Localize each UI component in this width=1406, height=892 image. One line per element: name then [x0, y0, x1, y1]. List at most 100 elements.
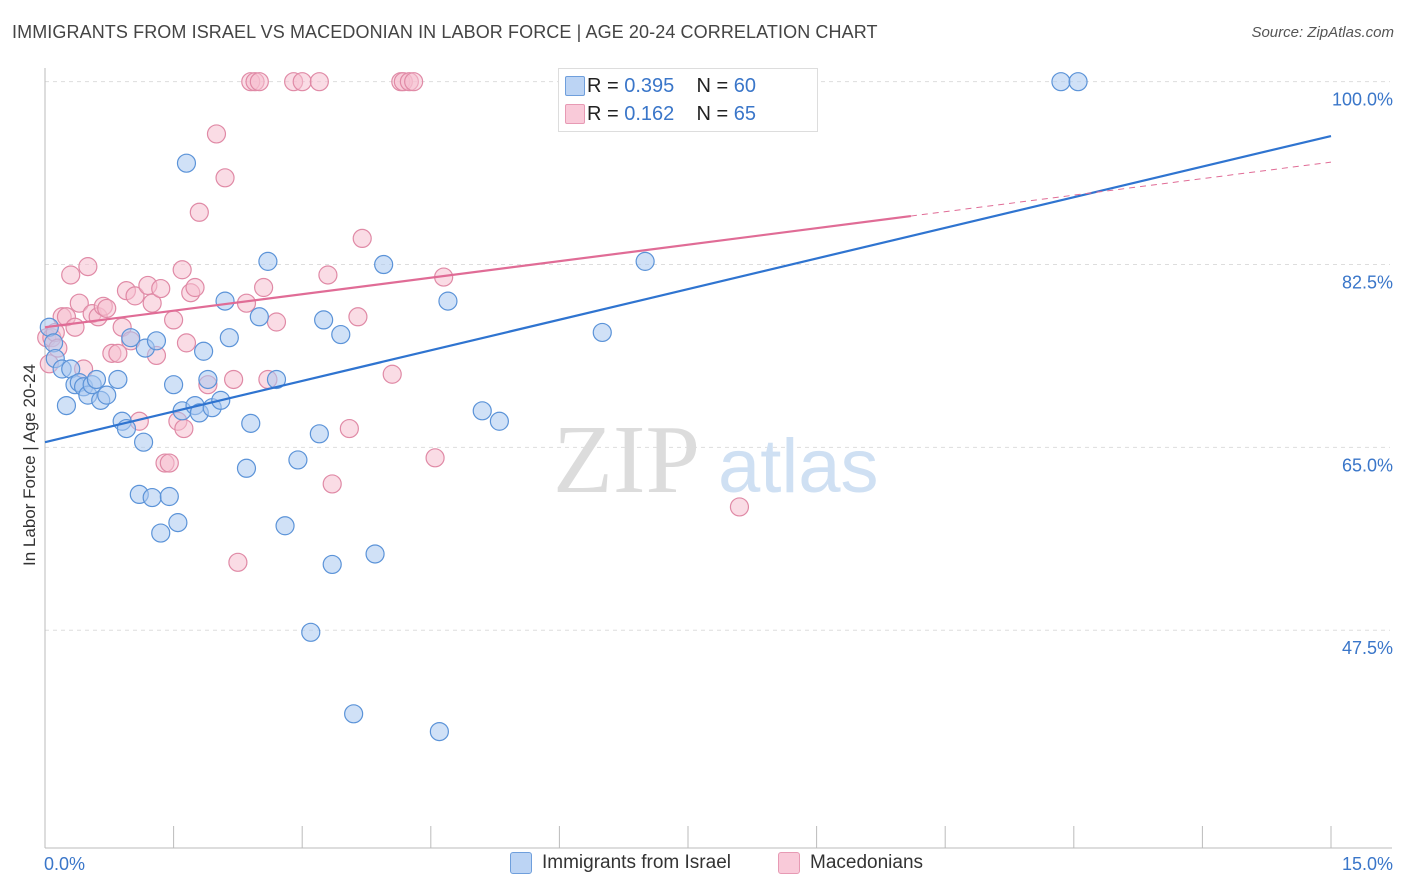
y-tick-labels: 47.5% 65.0% 82.5% 100.0%	[1332, 90, 1393, 659]
stats-row-macedonians: R = 0.162 N = 65	[565, 101, 757, 127]
point-israel	[365, 544, 385, 564]
watermark-atlas: atlas	[718, 424, 879, 509]
x-tick-labels: 0.0% 15.0%	[44, 854, 1393, 874]
point-israel	[309, 424, 329, 444]
point-macedonians	[215, 168, 235, 188]
point-israel	[374, 254, 394, 275]
point-macedonians	[69, 293, 89, 313]
y-tick-label: 47.5%	[1342, 638, 1393, 658]
point-macedonians	[425, 448, 445, 468]
point-macedonians	[348, 307, 368, 327]
point-israel	[331, 324, 351, 345]
point-israel	[164, 375, 184, 395]
swatch-macedonians	[565, 104, 585, 124]
point-israel	[142, 487, 162, 508]
point-israel	[86, 369, 107, 390]
point-macedonians	[339, 418, 359, 439]
watermark-zip: ZIP	[553, 406, 700, 514]
point-macedonians	[382, 364, 402, 384]
point-israel	[288, 450, 308, 470]
point-macedonians	[176, 333, 197, 353]
point-israel	[472, 401, 492, 421]
point-israel	[146, 331, 167, 351]
point-macedonians	[309, 72, 329, 92]
point-macedonians	[97, 298, 117, 319]
point-israel	[151, 523, 171, 543]
point-israel	[56, 395, 77, 416]
point-macedonians	[164, 310, 184, 330]
point-macedonians	[292, 72, 312, 92]
point-israel	[301, 622, 321, 642]
r-value: 0.162	[624, 102, 675, 125]
point-macedonians	[185, 277, 205, 298]
point-macedonians	[159, 453, 179, 473]
point-israel	[194, 341, 214, 361]
point-israel	[258, 251, 278, 271]
point-israel	[592, 322, 612, 343]
point-macedonians	[266, 312, 287, 332]
point-israel	[97, 385, 117, 405]
point-macedonians	[65, 317, 85, 337]
legend-label-israel: Immigrants from Israel	[542, 852, 731, 873]
point-israel	[438, 291, 458, 311]
legend-item-israel[interactable]: Immigrants from Israel	[510, 852, 731, 874]
r-label: R =	[587, 74, 619, 97]
chart-title: IMMIGRANTS FROM ISRAEL VS MACEDONIAN IN …	[12, 22, 878, 42]
stats-row-israel: R = 0.395 N = 60	[565, 73, 757, 99]
trend-line-israel	[44, 134, 1332, 444]
series-israel	[39, 72, 1088, 742]
point-macedonians	[142, 293, 162, 313]
point-macedonians	[318, 265, 338, 285]
point-israel	[429, 721, 449, 742]
point-israel	[489, 411, 509, 431]
point-israel	[236, 458, 257, 478]
y-tick-label: 82.5%	[1342, 273, 1393, 293]
point-israel	[266, 369, 287, 390]
point-israel	[108, 369, 128, 390]
point-israel	[219, 328, 239, 348]
y-tick-label: 100.0%	[1332, 90, 1393, 110]
point-macedonians	[228, 552, 248, 572]
point-israel	[176, 153, 197, 173]
point-macedonians	[254, 277, 274, 298]
point-macedonians	[404, 72, 424, 92]
n-label: N =	[696, 74, 729, 97]
point-israel	[241, 413, 261, 433]
legend-label-macedonians: Macedonians	[810, 852, 924, 873]
point-israel	[159, 486, 179, 507]
series-legend: Immigrants from Israel Macedonians	[0, 852, 1406, 878]
point-macedonians	[125, 286, 145, 306]
point-macedonians	[61, 265, 81, 285]
y-tick-label: 65.0%	[1342, 455, 1393, 475]
n-value: 60	[733, 74, 757, 97]
point-israel	[121, 328, 141, 348]
point-israel	[133, 432, 154, 452]
x-tick-label-min: 0.0%	[44, 854, 85, 874]
watermark: ZIP atlas	[553, 406, 879, 514]
stats-legend: R = 0.395 N = 60 R = 0.162 N = 65	[558, 68, 818, 132]
point-macedonians	[224, 369, 244, 390]
trend-line-macedonians	[44, 214, 912, 329]
r-value: 0.395	[624, 74, 675, 97]
legend-swatch-macedonians	[778, 852, 800, 874]
trend-lines	[44, 134, 1332, 444]
legend-item-macedonians[interactable]: Macedonians	[778, 852, 923, 874]
point-israel	[314, 310, 334, 330]
n-value: 65	[733, 102, 757, 125]
point-israel	[1068, 72, 1088, 92]
point-macedonians	[249, 72, 269, 92]
point-israel	[168, 513, 188, 533]
axes	[44, 68, 1392, 849]
series-macedonians	[37, 72, 750, 572]
swatch-israel	[565, 76, 585, 96]
gridlines	[45, 81, 1390, 631]
point-macedonians	[189, 202, 209, 222]
point-israel	[249, 307, 269, 327]
r-label: R =	[587, 102, 619, 125]
point-macedonians	[108, 343, 128, 363]
n-label: N =	[696, 102, 729, 125]
point-macedonians	[729, 497, 750, 517]
point-israel	[215, 291, 235, 311]
point-macedonians	[206, 124, 227, 144]
point-israel	[198, 369, 218, 390]
